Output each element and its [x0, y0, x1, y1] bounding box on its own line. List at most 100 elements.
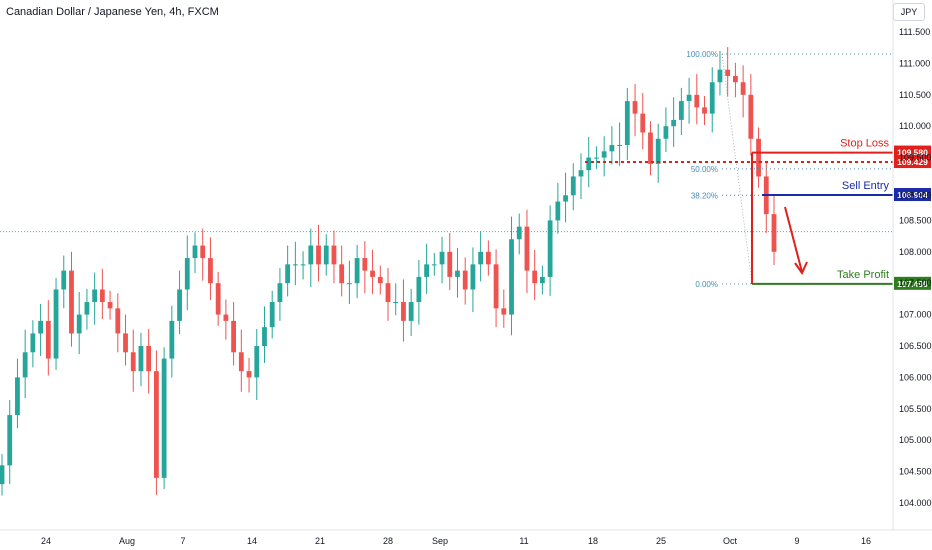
y-tick-label: 106.500: [899, 341, 932, 351]
candle-body: [84, 302, 90, 315]
candles-group: [0, 47, 893, 496]
candle-body: [740, 82, 746, 95]
candle-body: [269, 302, 275, 328]
candle-body: [76, 314, 82, 334]
level-price-tag: [894, 155, 931, 169]
candle-body: [192, 245, 198, 259]
y-tick-label: 108.900: [899, 190, 932, 200]
x-tick-label: Oct: [723, 536, 738, 546]
candle-body: [7, 415, 13, 466]
candle-body: [648, 132, 653, 164]
candle-body: [431, 264, 437, 266]
candle-body: [663, 126, 669, 139]
x-tick-label: 18: [588, 536, 598, 546]
y-tick-label: 108.500: [899, 215, 932, 225]
y-tick-label: 104.000: [899, 498, 932, 508]
candle-body: [262, 327, 267, 346]
candle-body: [555, 201, 561, 221]
candle-body: [53, 289, 59, 359]
y-tick-label: 105.000: [899, 435, 932, 445]
candle-body: [570, 176, 576, 196]
candle-body: [370, 270, 375, 277]
candle-body: [578, 170, 584, 177]
candle-body: [524, 226, 530, 271]
candle-body: [22, 352, 28, 378]
candle-body: [385, 283, 391, 303]
candle-body: [15, 377, 20, 416]
candle-body: [184, 258, 190, 290]
x-tick-label: 16: [861, 536, 871, 546]
candle-body: [501, 308, 507, 315]
candle-body: [347, 283, 352, 285]
candle-body: [516, 226, 522, 240]
candle-body: [146, 346, 152, 372]
candle-body: [632, 101, 638, 114]
candle-body: [485, 251, 491, 265]
candle-body: [717, 69, 723, 83]
candle-body: [455, 270, 460, 277]
candle-body: [339, 264, 345, 284]
candle-body: [0, 465, 5, 485]
candle-body: [678, 101, 684, 120]
candle-body: [277, 283, 283, 303]
candle-body: [223, 314, 229, 321]
y-tick-label: 104.500: [899, 467, 932, 477]
candle-body: [115, 308, 121, 334]
x-tick-label: Sep: [432, 536, 448, 546]
level-price-value: 109.580: [897, 148, 928, 158]
x-tick-label: 24: [41, 536, 51, 546]
y-tick-label: 109.500: [899, 153, 932, 163]
candle-body: [177, 289, 182, 321]
level-label: Sell Entry: [842, 180, 890, 192]
candle-body: [323, 245, 329, 265]
candle-body: [45, 320, 51, 359]
x-tick-label: 21: [315, 536, 325, 546]
candle-body: [92, 289, 98, 303]
candle-body: [601, 151, 607, 158]
candle-body: [200, 245, 206, 259]
fib-level-label: 100.00%: [686, 50, 718, 59]
y-tick-label: 106.000: [899, 372, 932, 382]
candle-body: [331, 245, 337, 265]
x-tick-label: 9: [794, 536, 799, 546]
y-tick-label: 110.000: [899, 121, 931, 131]
level-label: Stop Loss: [840, 138, 889, 150]
candle-body: [563, 195, 568, 202]
candle-body: [771, 214, 777, 252]
candle-body: [617, 145, 622, 147]
fib-level-label: 0.00%: [695, 280, 718, 289]
candle-body: [470, 264, 476, 290]
candle-body: [493, 264, 499, 309]
candle-body: [686, 94, 692, 102]
x-tick-label: 11: [519, 536, 528, 546]
x-tick-label: Aug: [119, 536, 135, 546]
candle-body: [61, 270, 67, 290]
candle-body: [154, 371, 159, 478]
y-tick-label: 110.500: [899, 90, 931, 100]
candle-body: [756, 138, 761, 177]
candle-body: [462, 270, 468, 290]
candle-body: [285, 264, 291, 284]
candle-body: [38, 320, 43, 334]
y-tick-label: 111.000: [899, 58, 930, 68]
y-tick-label: 107.000: [899, 310, 932, 320]
candle-body: [231, 320, 236, 353]
x-tick-label: 25: [656, 536, 666, 546]
fib-level-label: 38.20%: [691, 191, 718, 200]
candle-body: [447, 251, 453, 277]
candle-body: [246, 371, 252, 378]
candle-body: [416, 276, 422, 303]
y-tick-label: 108.000: [899, 247, 932, 257]
candle-body: [99, 289, 105, 303]
candle-body: [594, 157, 599, 159]
candle-body: [509, 239, 514, 315]
candle-body: [424, 264, 429, 277]
candle-body: [609, 145, 615, 152]
candle-body: [208, 258, 213, 284]
level-price-tag: [894, 188, 931, 202]
candle-body: [733, 75, 738, 83]
y-tick-label: 111.500: [899, 27, 930, 37]
candle-body: [377, 276, 383, 284]
